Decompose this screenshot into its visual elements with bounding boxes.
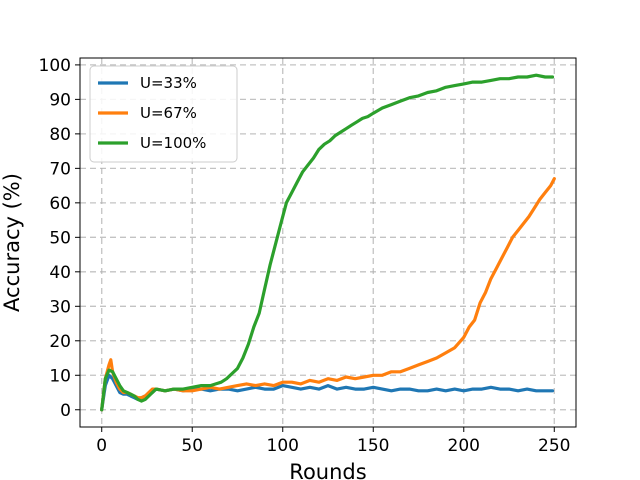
y-tick-label: 0: [60, 401, 71, 421]
x-tick-label: 100: [267, 436, 299, 456]
y-axis-label: Accuracy (%): [0, 173, 24, 312]
y-tick-label: 90: [49, 90, 71, 110]
legend-box: [89, 65, 238, 163]
series-line-3: [100, 73, 555, 412]
y-tick-label: 100: [39, 56, 71, 76]
y-axis-ticks: 0 10 20 30 40 50 60 70 80 90 100: [39, 56, 80, 421]
y-tick-label: 80: [49, 125, 71, 145]
series-lines: [100, 73, 556, 412]
legend-label: U=67%: [140, 104, 197, 122]
legend: U=33% U=67% U=100%: [89, 65, 238, 163]
x-axis-ticks: 0 50 100 150 200 250: [96, 427, 571, 456]
x-tick-label: 250: [538, 436, 570, 456]
x-axis-label: Rounds: [289, 460, 366, 480]
x-tick-label: 200: [448, 436, 480, 456]
y-tick-label: 30: [49, 297, 71, 317]
plot-area-frame: [79, 57, 577, 428]
y-tick-label: 70: [49, 159, 71, 179]
series-line-2: [100, 177, 556, 412]
x-tick-label: 150: [357, 436, 389, 456]
y-tick-label: 60: [49, 194, 71, 214]
y-tick-label: 10: [49, 366, 71, 386]
x-tick-label: 50: [181, 436, 203, 456]
legend-label: U=100%: [140, 134, 206, 152]
legend-label: U=33%: [140, 74, 197, 92]
y-tick-label: 50: [49, 228, 71, 248]
x-tick-label: 0: [96, 436, 107, 456]
y-tick-label: 40: [49, 263, 71, 283]
y-tick-label: 20: [49, 332, 71, 352]
